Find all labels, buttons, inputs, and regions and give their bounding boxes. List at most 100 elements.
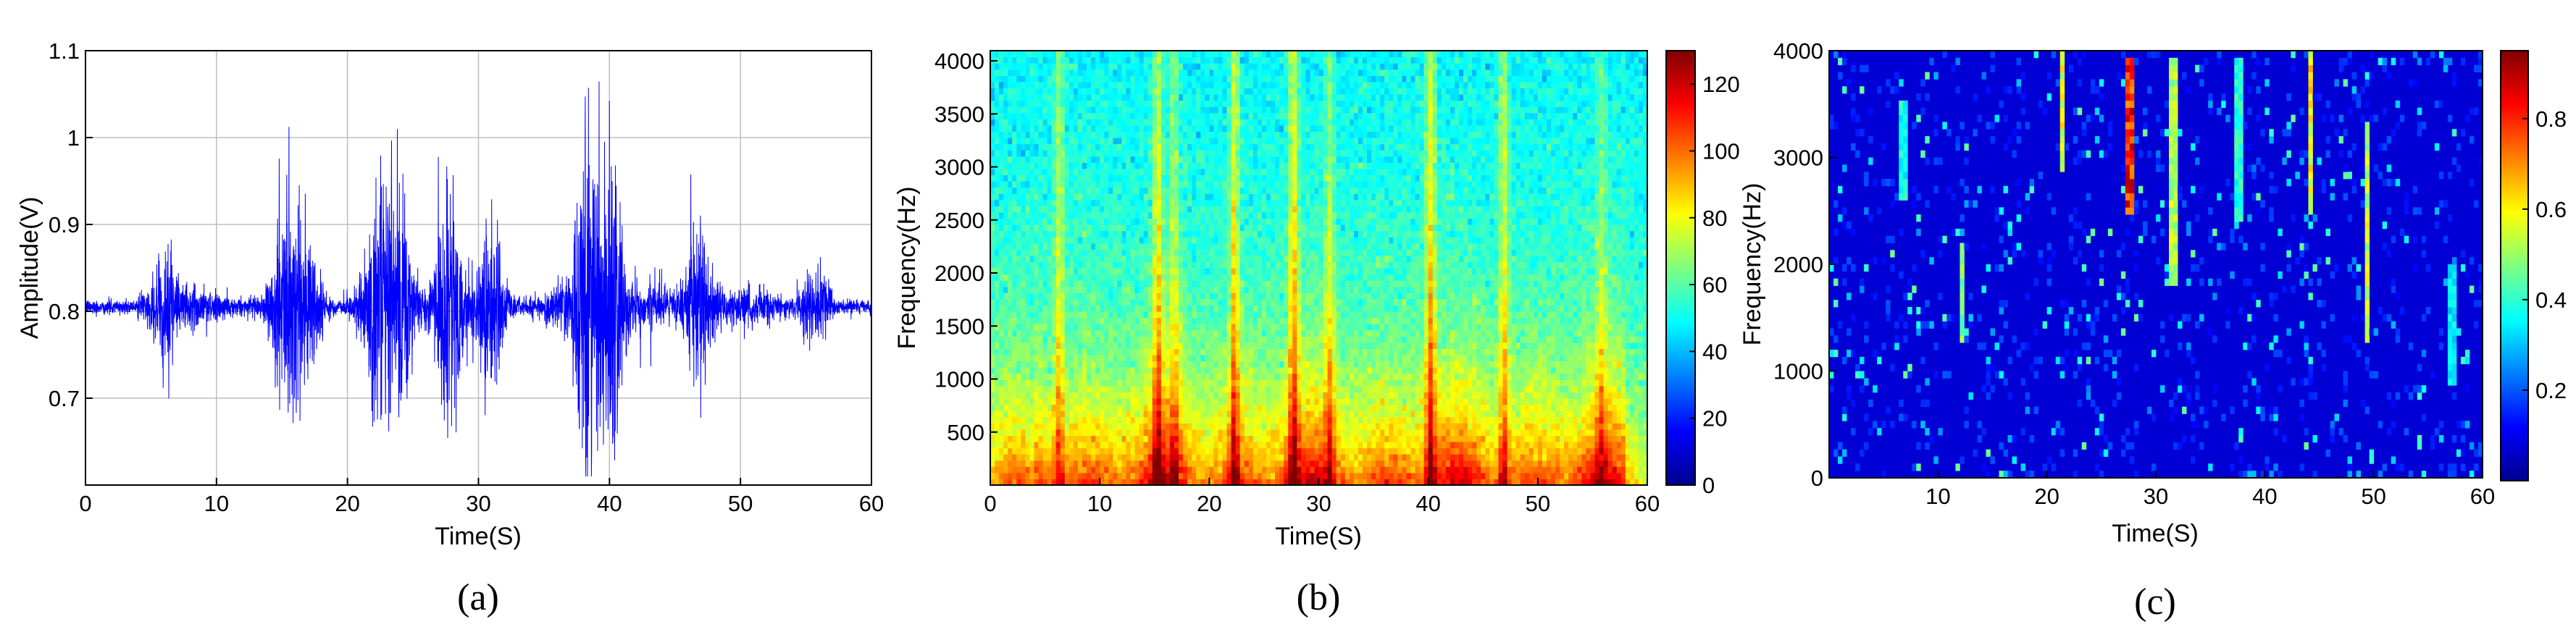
panel-b-cell <box>1239 305 1245 312</box>
panel-b-cell <box>1284 211 1289 219</box>
panel-b-cell <box>1003 75 1008 83</box>
panel-b-cell <box>1275 280 1280 287</box>
panel-b-cell <box>1082 423 1087 430</box>
panel-b-cell <box>1060 162 1066 169</box>
panel-b-cell <box>1104 348 1109 355</box>
panel-b-cell <box>1179 336 1184 343</box>
panel-b-cell <box>1077 361 1083 368</box>
panel-b-cell <box>1231 168 1237 176</box>
panel-b-cell <box>1288 373 1293 380</box>
panel-b-cell <box>1187 392 1192 399</box>
panel-b-cell <box>1016 218 1021 225</box>
panel-b-cell <box>1126 69 1132 76</box>
panel-b-cell <box>1292 75 1297 83</box>
panel-b-cell <box>1134 143 1140 151</box>
panel-b-cell <box>1077 385 1083 393</box>
panel-b-cell <box>1165 51 1171 58</box>
panel-b-cell <box>1231 280 1237 287</box>
panel-b-cell <box>1047 472 1053 480</box>
panel-b-cell <box>1060 268 1066 275</box>
panel-b-cell <box>990 63 995 70</box>
panel-b-cell <box>1042 112 1048 119</box>
panel-b-cell <box>1051 274 1057 281</box>
panel-b-cell <box>1169 367 1175 374</box>
panel-b-cell <box>1034 94 1040 101</box>
panel-b-cell <box>1073 305 1079 312</box>
panel-b-cell <box>999 367 1004 374</box>
panel-b-cell <box>1248 174 1254 182</box>
panel-b-cell <box>1169 94 1175 101</box>
panel-b-cell <box>1284 435 1289 442</box>
panel-b-cell <box>1244 51 1250 58</box>
panel-b-cell <box>1073 230 1079 237</box>
panel-b-cell <box>1257 379 1263 387</box>
panel-b-cell <box>1297 373 1302 380</box>
panel-b-cell <box>1169 429 1175 437</box>
panel-b-cell <box>1169 348 1175 355</box>
panel-b-cell <box>1209 429 1214 437</box>
panel-b-cell <box>1257 429 1263 437</box>
panel-b-cell <box>1270 81 1276 89</box>
panel-b-cell <box>1213 317 1219 324</box>
panel-b-cell <box>1297 255 1302 263</box>
panel-b-cell <box>1248 218 1254 225</box>
panel-b-cell <box>1253 199 1258 206</box>
panel-b-cell <box>1126 416 1132 424</box>
panel-b-cell <box>1192 324 1197 331</box>
panel-b-cell <box>1248 355 1254 362</box>
panel-b-cell <box>1029 423 1035 430</box>
panel-b-cell <box>1165 181 1171 188</box>
panel-b-cell <box>1113 398 1118 405</box>
panel-b-cell <box>1147 280 1153 287</box>
panel-b-cell <box>1034 174 1040 182</box>
panel-b-cell <box>1147 274 1153 281</box>
panel-b-cell <box>1205 268 1210 275</box>
panel-b-cell <box>1152 75 1158 83</box>
panel-b-cell <box>1174 329 1179 337</box>
panel-b-cell <box>1108 75 1113 83</box>
panel-b-cell <box>1025 206 1031 213</box>
panel-b-cell <box>1091 211 1096 219</box>
panel-b-cell <box>1270 243 1276 250</box>
panel-b-cell <box>1139 429 1145 437</box>
panel-b-cell <box>1113 131 1118 138</box>
panel-b-cell <box>1161 361 1166 368</box>
panel-b-cell <box>1069 230 1074 237</box>
panel-b-cell <box>1060 199 1066 206</box>
panel-b-cell <box>1183 466 1188 473</box>
panel-b-cell <box>1179 187 1184 194</box>
panel-b-cell <box>1095 268 1100 275</box>
panel-b-cell <box>1196 435 1201 442</box>
panel-b-cell <box>1126 81 1132 89</box>
panel-a-y-tick-label: 0.7 <box>49 386 80 411</box>
panel-b-cell <box>1069 119 1074 126</box>
panel-b-cell <box>1108 199 1113 206</box>
panel-b-cell <box>1042 119 1048 126</box>
panel-b-cell <box>1060 156 1066 163</box>
panel-b-cell <box>1100 342 1105 350</box>
panel-b-cell <box>1156 423 1162 430</box>
panel-b-cell <box>1156 51 1162 58</box>
panel-b-cell <box>1034 435 1040 442</box>
panel-b-cell <box>1082 243 1087 250</box>
panel-b-cell <box>1183 261 1188 269</box>
panel-b-cell <box>1200 168 1205 176</box>
panel-b-cell <box>1152 81 1158 89</box>
panel-b-cell <box>1091 355 1096 362</box>
panel-b-cell <box>1087 193 1092 201</box>
panel-b-cell <box>995 329 1000 337</box>
panel-b-cell <box>1200 361 1205 368</box>
panel-b-cell <box>1297 218 1302 225</box>
panel-b-cell <box>1266 106 1271 114</box>
panel-b-cell <box>1082 361 1087 368</box>
panel-b-cell <box>1082 373 1087 380</box>
panel-b-cell <box>1288 329 1293 337</box>
panel-b-cell <box>1021 230 1026 237</box>
panel-b-cell <box>1104 181 1109 188</box>
panel-b-cell <box>1187 143 1192 151</box>
panel-b-cell <box>1147 106 1153 114</box>
panel-b-cell <box>1156 373 1162 380</box>
panel-b-cell <box>1239 367 1245 374</box>
panel-b-cell <box>1183 206 1188 213</box>
panel-b-cell <box>1284 392 1289 399</box>
